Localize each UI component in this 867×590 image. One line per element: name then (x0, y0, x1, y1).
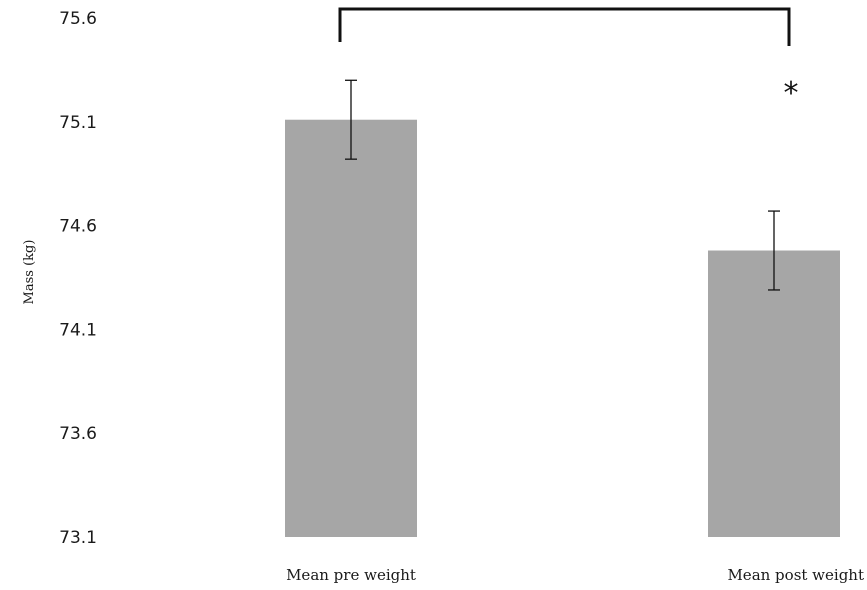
y-axis-ticks: 73.1 73.6 74.1 74.6 75.1 75.6 (59, 9, 97, 548)
significance-annotation: * (338, 7, 799, 111)
bar (285, 119, 417, 537)
x-axis-ticks: Mean pre weight Mean post weight (286, 566, 864, 584)
y-axis-label: Mass (kg) (22, 240, 37, 305)
bars (285, 119, 840, 537)
significance-marker: * (784, 76, 799, 111)
bar (708, 250, 840, 537)
y-tick-label: 74.1 (59, 320, 97, 340)
x-tick-label: Mean pre weight (286, 566, 416, 584)
y-tick-label: 73.1 (59, 528, 97, 548)
x-tick-label: Mean post weight (727, 566, 864, 584)
error-bars (345, 79, 780, 291)
significance-bracket (338, 7, 791, 46)
y-tick-label: 75.1 (59, 113, 97, 133)
y-tick-label: 73.6 (59, 424, 97, 444)
y-tick-label: 74.6 (59, 217, 97, 237)
y-tick-label: 75.6 (59, 9, 97, 29)
